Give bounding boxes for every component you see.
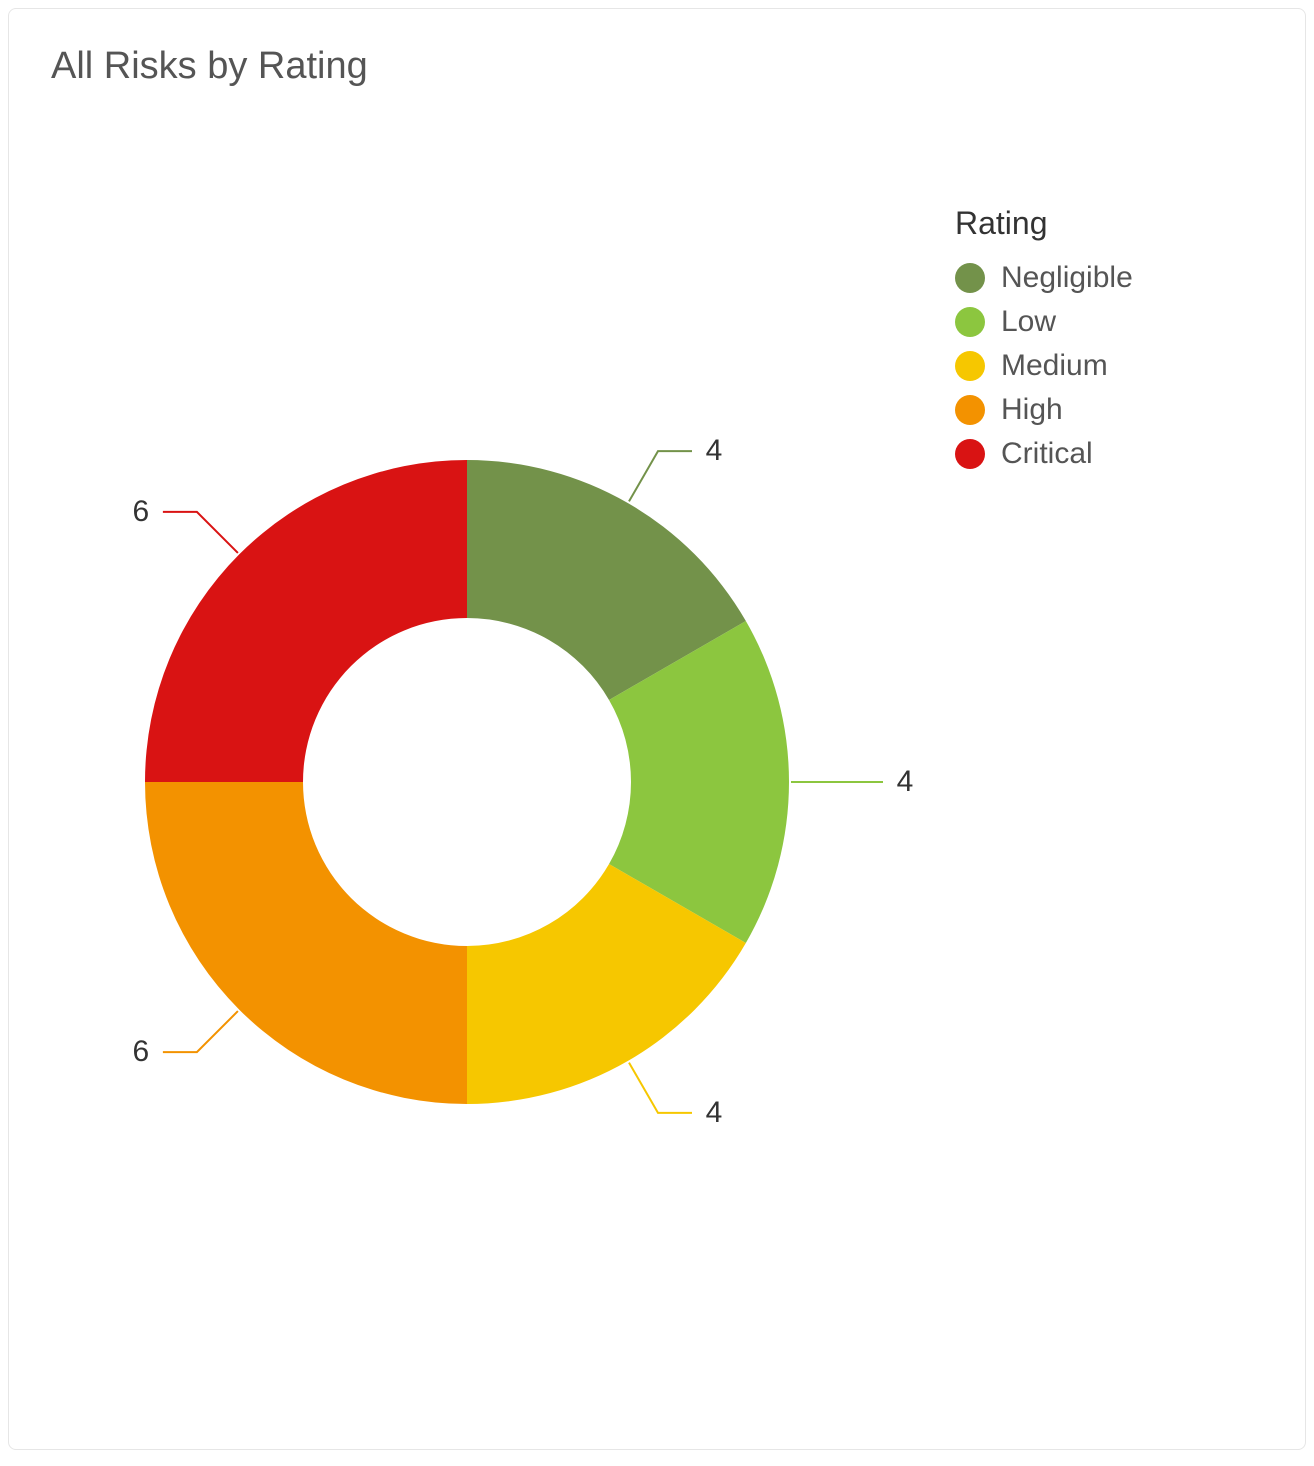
legend-title: Rating <box>955 205 1235 242</box>
legend: Rating Negligible Low Medium High Critical <box>955 205 1235 476</box>
leader-line <box>163 1011 238 1052</box>
leader-line <box>629 451 692 501</box>
legend-label: Medium <box>1001 349 1108 383</box>
legend-items: Negligible Low Medium High Critical <box>955 256 1235 476</box>
slice-value-label: 4 <box>706 434 723 468</box>
legend-swatch <box>955 263 985 293</box>
legend-item-negligible: Negligible <box>955 256 1235 300</box>
legend-swatch <box>955 351 985 381</box>
donut-slice-critical <box>145 460 467 782</box>
legend-label: Negligible <box>1001 261 1133 295</box>
legend-label: High <box>1001 393 1063 427</box>
legend-item-medium: Medium <box>955 344 1235 388</box>
slice-value-label: 4 <box>897 765 914 799</box>
legend-swatch <box>955 439 985 469</box>
chart-card: All Risks by Rating 44466 Rating Negligi… <box>8 8 1306 1450</box>
leader-line <box>163 512 238 553</box>
donut-slice-high <box>145 782 467 1104</box>
legend-item-high: High <box>955 388 1235 432</box>
slice-value-label: 6 <box>133 1035 150 1069</box>
legend-item-critical: Critical <box>955 432 1235 476</box>
legend-item-low: Low <box>955 300 1235 344</box>
leader-line <box>629 1063 692 1113</box>
legend-label: Critical <box>1001 437 1093 471</box>
slice-value-label: 6 <box>133 495 150 529</box>
legend-swatch <box>955 307 985 337</box>
slice-value-label: 4 <box>706 1096 723 1130</box>
legend-swatch <box>955 395 985 425</box>
legend-label: Low <box>1001 305 1056 339</box>
